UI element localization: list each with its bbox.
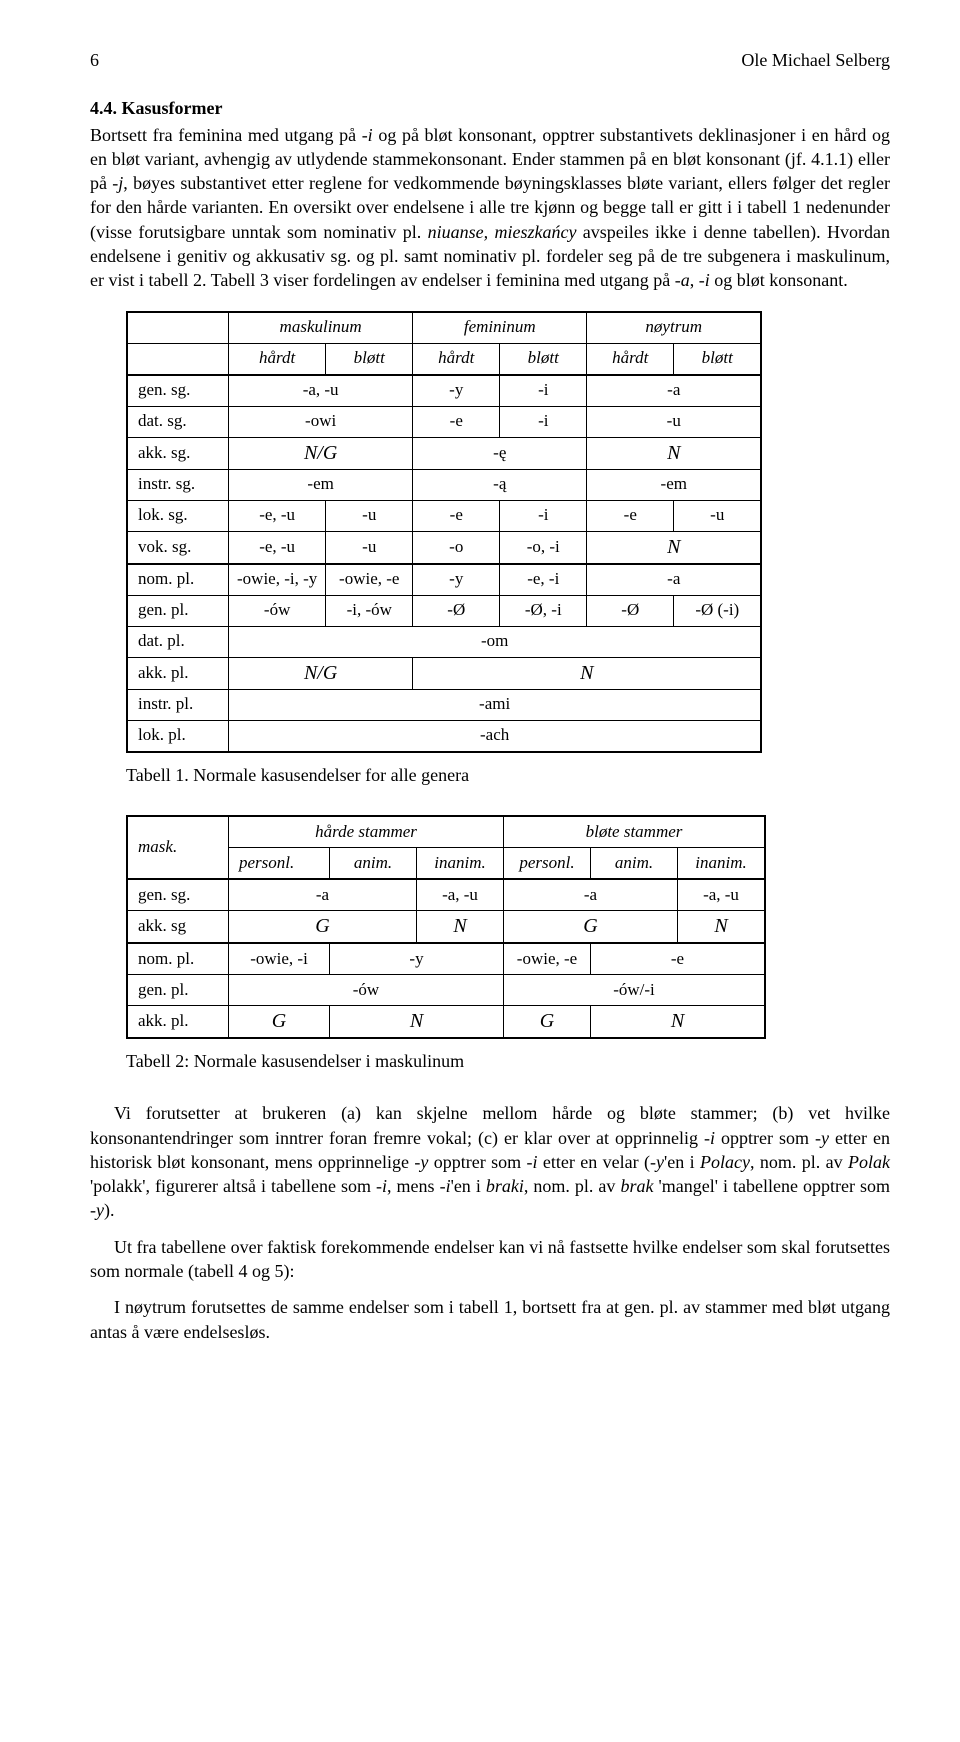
running-header: 6 Ole Michael Selberg — [90, 48, 890, 72]
paragraph-3: Ut fra tabellene over faktisk forekommen… — [90, 1235, 890, 1284]
table-2-caption: Tabell 2: Normale kasusendelser i maskul… — [126, 1049, 890, 1073]
section-number: 4.4. — [90, 98, 117, 118]
page-number: 6 — [90, 48, 99, 72]
table-1-caption: Tabell 1. Normale kasusendelser for alle… — [126, 763, 890, 787]
section-heading: 4.4. Kasusformer — [90, 96, 890, 120]
paragraph-1: Bortsett fra feminina med utgang på -i o… — [90, 123, 890, 293]
paragraph-2: Vi forutsetter at brukeren (a) kan skjel… — [90, 1101, 890, 1222]
paragraph-4: I nøytrum forutsettes de samme endelser … — [90, 1295, 890, 1344]
table-2: mask.hårde stammerbløte stammerpersonl.a… — [126, 815, 766, 1039]
table-1: maskulinumfemininumnøytrumhårdtbløtthård… — [126, 311, 762, 753]
author-name: Ole Michael Selberg — [741, 48, 890, 72]
section-title: Kasusformer — [122, 98, 223, 118]
